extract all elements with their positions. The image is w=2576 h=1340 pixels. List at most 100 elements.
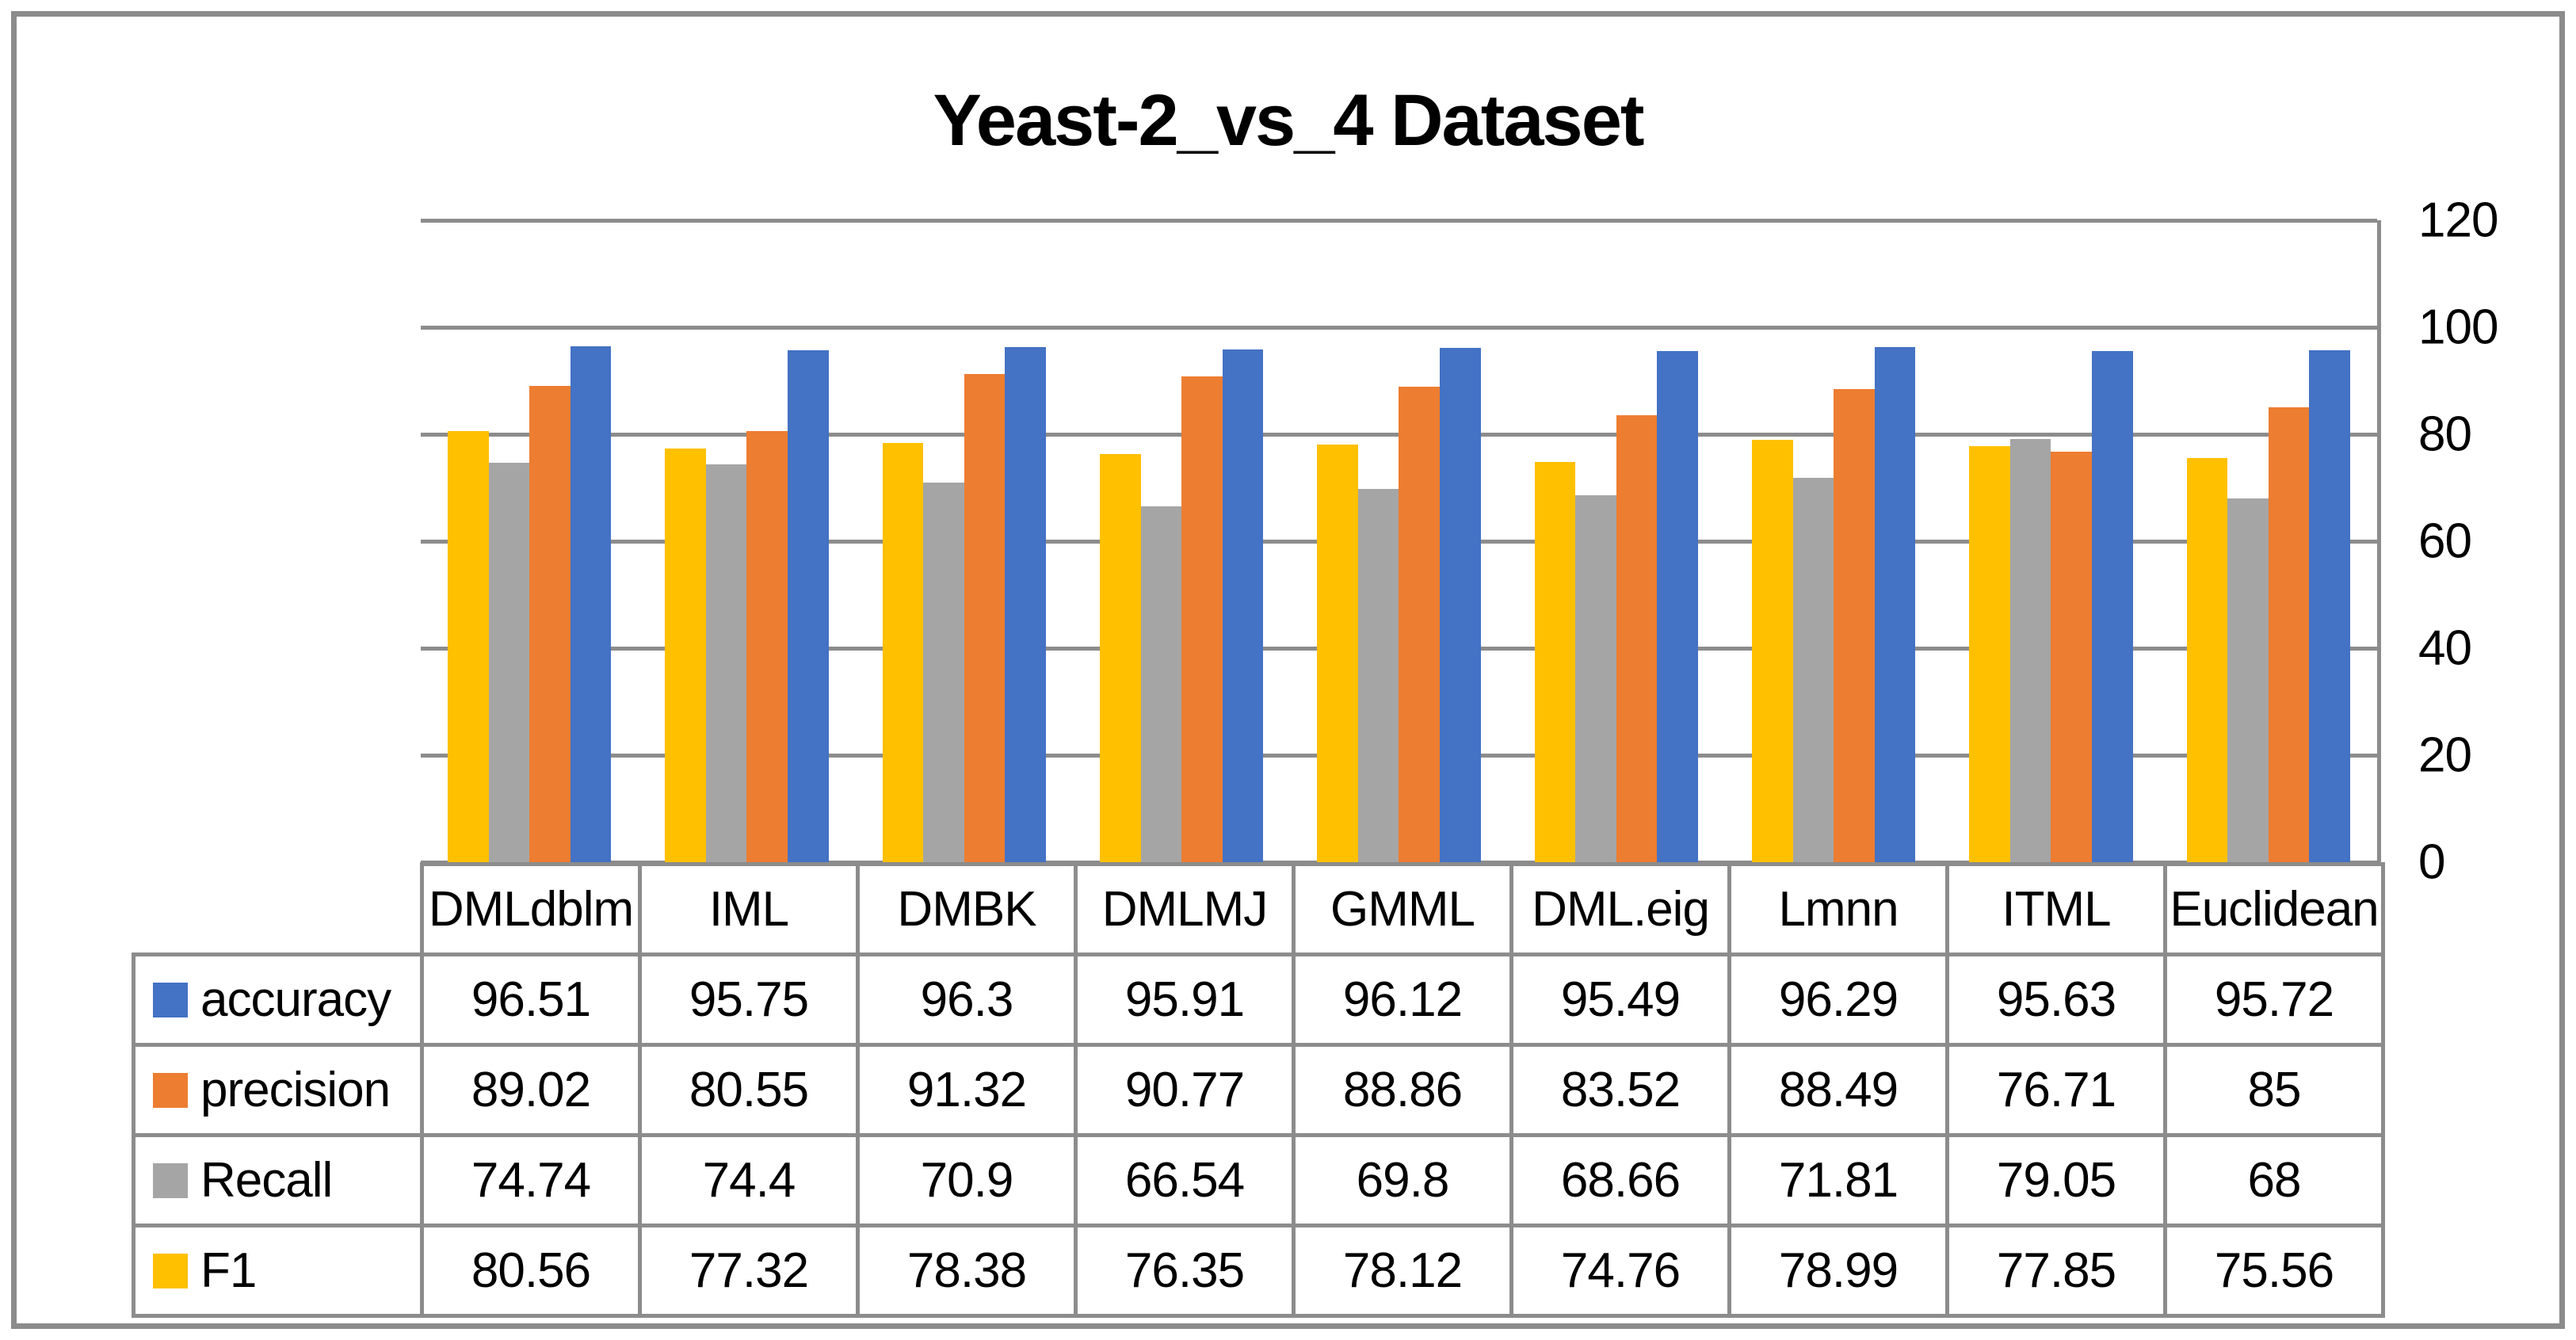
bar-group-Lmnn <box>1725 220 1942 862</box>
bar-precision-GMML <box>1399 387 1441 862</box>
bar-accuracy-DML.eig <box>1657 351 1698 862</box>
y-tick-label-80: 80 <box>2418 407 2472 462</box>
category-header-ITML: ITML <box>1945 862 2167 956</box>
bar-F1-DMLdblm <box>448 431 489 862</box>
bar-group-DMLMJ <box>1073 220 1290 862</box>
y-tick-label-60: 60 <box>2418 513 2472 569</box>
legend-cell-accuracy: accuracy <box>132 953 424 1047</box>
legend-label-Recall: Recall <box>200 1153 333 1208</box>
y-tick-label-120: 120 <box>2418 193 2498 248</box>
legend-swatch-Recall <box>153 1162 188 1198</box>
cell-F1-DML.eig: 74.76 <box>1509 1224 1731 1318</box>
bar-F1-ITML <box>1969 445 2010 862</box>
bar-F1-DML.eig <box>1534 462 1576 862</box>
legend-label-precision: precision <box>200 1063 391 1117</box>
cell-F1-Euclidean: 75.56 <box>2163 1224 2385 1318</box>
cell-accuracy-DML.eig: 95.49 <box>1509 953 1731 1047</box>
category-header-IML: IML <box>638 862 860 956</box>
category-header-DML.eig: DML.eig <box>1509 862 1731 956</box>
cell-accuracy-DMBK: 96.3 <box>856 953 1078 1047</box>
category-header-DMLMJ: DMLMJ <box>1074 862 1296 956</box>
bar-group-DML.eig <box>1508 220 1725 862</box>
cell-precision-Euclidean: 85 <box>2163 1043 2385 1137</box>
bar-precision-ITML <box>2051 452 2093 862</box>
legend-label-accuracy: accuracy <box>200 972 391 1027</box>
y-tick-label-100: 100 <box>2418 300 2498 355</box>
y-tick-label-0: 0 <box>2418 834 2445 890</box>
bar-Recall-GMML <box>1357 488 1399 862</box>
bar-precision-DMLMJ <box>1181 376 1223 862</box>
y-tick-label-40: 40 <box>2418 620 2472 676</box>
bar-precision-IML <box>746 431 788 862</box>
bar-F1-DMLMJ <box>1100 453 1141 862</box>
bar-accuracy-ITML <box>2092 350 2133 862</box>
bar-Recall-DMBK <box>923 483 964 862</box>
bar-accuracy-GMML <box>1440 348 1481 862</box>
cell-precision-DMLdblm: 89.02 <box>420 1043 642 1137</box>
table-header-row: DMLdblm IML DMBK DMLMJ GMML DML.eig Lmnn ITML Eu… <box>134 862 2385 956</box>
cell-precision-DML.eig: 83.52 <box>1509 1043 1731 1137</box>
chart-outer-border <box>11 11 2565 1329</box>
cell-F1-IML: 77.32 <box>638 1224 860 1318</box>
table-corner-empty <box>134 865 422 955</box>
table-row-F1: F1 80.56 77.32 78.38 76.35 78.12 74.76 78.99 77.… <box>132 1224 2385 1318</box>
cell-F1-DMBK: 78.38 <box>856 1224 1078 1318</box>
legend-cell-F1: F1 <box>132 1224 424 1318</box>
bar-Recall-DMLMJ <box>1140 506 1182 862</box>
bar-F1-IML <box>665 449 706 862</box>
cell-accuracy-DMLdblm: 96.51 <box>420 953 642 1047</box>
bar-accuracy-DMLdblm <box>570 345 612 862</box>
cell-precision-ITML: 76.71 <box>1945 1043 2167 1137</box>
bar-accuracy-DMBK <box>1005 346 1046 862</box>
bar-F1-DMBK <box>882 442 924 862</box>
cell-accuracy-DMLMJ: 95.91 <box>1074 953 1296 1047</box>
category-header-GMML: GMML <box>1292 862 1513 956</box>
cell-accuracy-Lmnn: 96.29 <box>1727 953 1949 1047</box>
cell-accuracy-GMML: 96.12 <box>1292 953 1513 1047</box>
legend-cell-Recall: Recall <box>132 1133 424 1227</box>
bar-accuracy-Euclidean <box>2309 349 2350 862</box>
cell-accuracy-ITML: 95.63 <box>1945 953 2167 1047</box>
category-header-Lmnn: Lmnn <box>1727 862 1949 956</box>
bar-groups <box>421 220 2377 862</box>
cell-Recall-DMBK: 70.9 <box>856 1133 1078 1227</box>
cell-Recall-Lmnn: 71.81 <box>1727 1133 1949 1227</box>
legend-swatch-F1 <box>153 1253 188 1288</box>
table-row-Recall: Recall 74.74 74.4 70.9 66.54 69.8 68.66 71.81 79… <box>132 1133 2385 1227</box>
cell-Recall-Euclidean: 68 <box>2163 1133 2385 1227</box>
legend-swatch-accuracy <box>153 982 188 1017</box>
cell-F1-DMLMJ: 76.35 <box>1074 1224 1296 1318</box>
cell-F1-Lmnn: 78.99 <box>1727 1224 1949 1318</box>
bar-F1-GMML <box>1317 444 1358 862</box>
bar-F1-Euclidean <box>2186 457 2228 862</box>
bar-precision-DMLdblm <box>529 386 571 862</box>
chart-title: Yeast-2_vs_4 Dataset <box>933 80 1645 161</box>
bar-precision-Euclidean <box>2268 407 2310 862</box>
table-row-precision: precision 89.02 80.55 91.32 90.77 88.86 83.52 8… <box>132 1043 2385 1137</box>
bar-Recall-Euclidean <box>2227 498 2269 862</box>
bar-precision-Lmnn <box>1834 388 1875 862</box>
gridline-120 <box>421 219 2377 223</box>
y-tick-label-20: 20 <box>2418 727 2472 783</box>
bar-Recall-DMLdblm <box>488 462 530 862</box>
cell-Recall-IML: 74.4 <box>638 1133 860 1227</box>
cell-precision-Lmnn: 88.49 <box>1727 1043 1949 1137</box>
bar-precision-DML.eig <box>1616 415 1658 862</box>
bar-precision-DMBK <box>964 373 1006 862</box>
bar-Recall-ITML <box>2009 439 2051 862</box>
cell-precision-DMLMJ: 90.77 <box>1074 1043 1296 1137</box>
gridline-0 <box>421 861 2377 865</box>
bar-group-Euclidean <box>2160 220 2377 862</box>
bar-group-ITML <box>1942 220 2159 862</box>
y-axis-line <box>2377 220 2381 862</box>
bar-Recall-Lmnn <box>1792 478 1834 862</box>
legend-label-F1: F1 <box>200 1243 257 1298</box>
bar-group-GMML <box>1290 220 1507 862</box>
bar-accuracy-Lmnn <box>1874 347 1916 862</box>
cell-Recall-DMLMJ: 66.54 <box>1074 1133 1296 1227</box>
cell-Recall-DML.eig: 68.66 <box>1509 1133 1731 1227</box>
y-axis-tick-labels: 0 20 40 60 80 100 120 <box>2418 193 2561 890</box>
cell-accuracy-Euclidean: 95.72 <box>2163 953 2385 1047</box>
legend-cell-precision: precision <box>132 1043 424 1137</box>
